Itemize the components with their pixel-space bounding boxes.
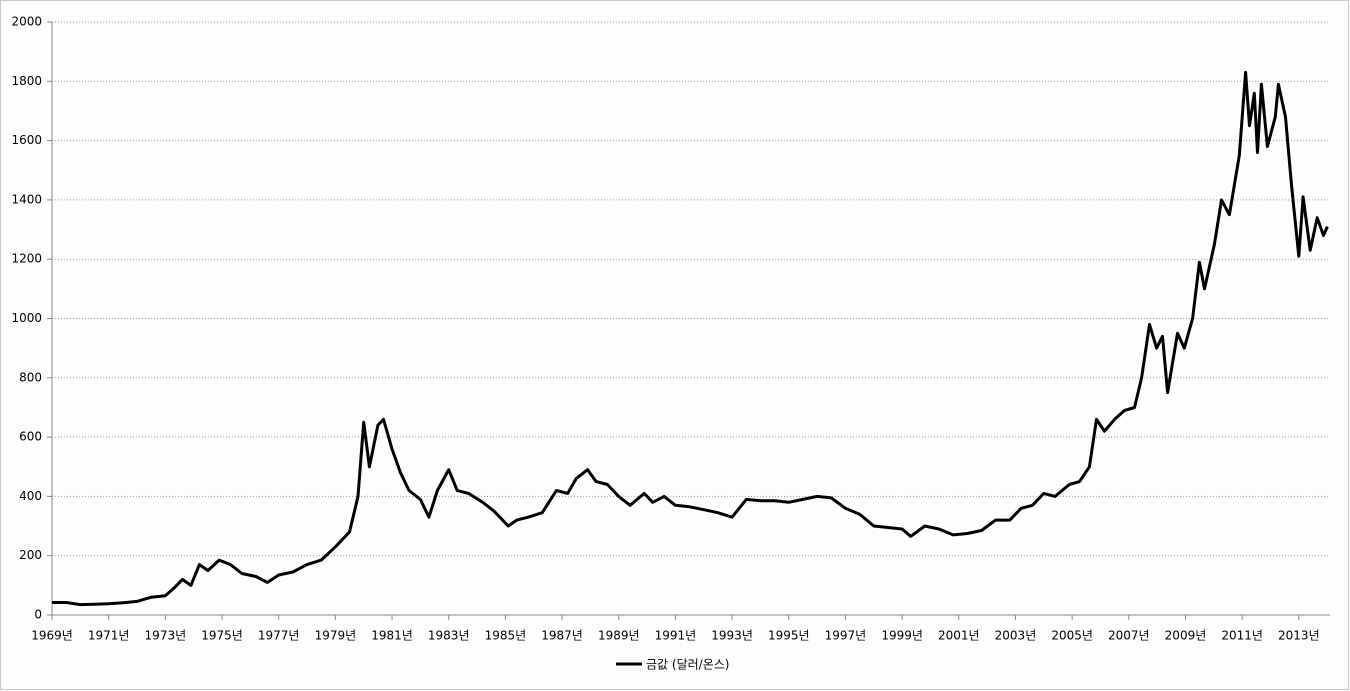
x-tick-label: 2003년: [995, 629, 1037, 643]
x-tick-label: 1971년: [88, 629, 130, 643]
legend: 금값 (달러/온스): [616, 658, 729, 672]
x-tick-label: 1981년: [371, 629, 413, 643]
y-tick-label: 2000: [11, 15, 42, 29]
data-line: [52, 70, 1329, 607]
x-tick-label: 1973년: [145, 629, 187, 643]
x-tick-label: 1975년: [201, 629, 243, 643]
y-tick-label: 1200: [11, 252, 42, 266]
x-tick-label: 1977년: [258, 629, 300, 643]
x-tick-label: 2007년: [1108, 629, 1150, 643]
x-tick-label: 2005년: [1051, 629, 1093, 643]
x-tick-label: 2009년: [1165, 629, 1207, 643]
x-tick-label: 1969년: [31, 629, 73, 643]
y-tick-label: 400: [19, 489, 42, 503]
y-tick-label: 600: [19, 430, 42, 444]
x-tick-label: 1997년: [825, 629, 867, 643]
x-tick-label: 1987년: [541, 629, 583, 643]
x-tick-label: 1985년: [485, 629, 527, 643]
y-tick-label: 1600: [11, 133, 42, 147]
x-tick-label: 1995년: [768, 629, 810, 643]
x-tick-label: 2011년: [1221, 629, 1263, 643]
y-tick-label: 1800: [11, 74, 42, 88]
legend-label: 금값 (달러/온스): [646, 658, 729, 672]
x-tick-label: 2001년: [938, 629, 980, 643]
x-tick-label: 1979년: [315, 629, 357, 643]
x-tick-label: 1991년: [655, 629, 697, 643]
x-tick-label: 2013년: [1278, 629, 1320, 643]
x-tick-label: 1989년: [598, 629, 640, 643]
y-tick-label: 800: [19, 370, 42, 384]
x-tick-label: 1993년: [711, 629, 753, 643]
y-tick-label: 0: [34, 608, 42, 622]
x-tick-label: 1999년: [881, 629, 923, 643]
y-tick-label: 200: [19, 548, 42, 562]
y-tick-label: 1400: [11, 192, 42, 206]
x-tick-label: 1983년: [428, 629, 470, 643]
y-tick-label: 1000: [11, 311, 42, 325]
